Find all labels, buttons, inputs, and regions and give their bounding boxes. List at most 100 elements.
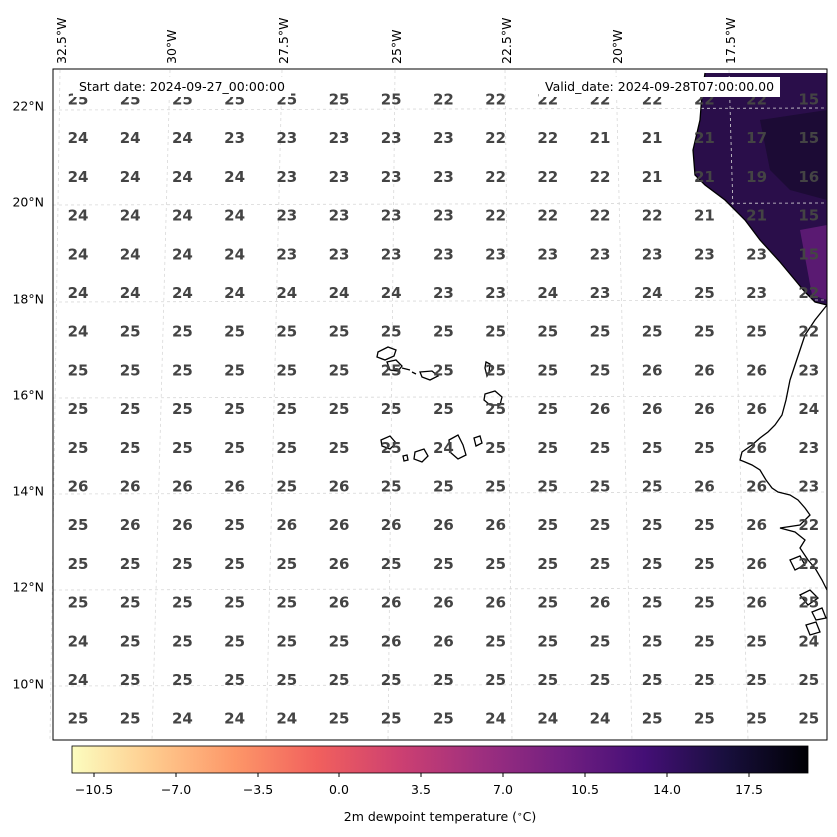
grid-value: 23 bbox=[276, 129, 297, 147]
grid-value: 23 bbox=[590, 245, 611, 263]
grid-value: 25 bbox=[537, 632, 558, 650]
grid-value: 26 bbox=[172, 478, 193, 496]
lon-label-27-5w: 27.5°W bbox=[276, 17, 291, 64]
grid-value: 23 bbox=[485, 245, 506, 263]
grid-value: 22 bbox=[485, 207, 506, 225]
grid-value: 25 bbox=[642, 555, 663, 573]
grid-value: 25 bbox=[433, 400, 454, 418]
grid-value: 26 bbox=[746, 439, 767, 457]
grid-value: 26 bbox=[642, 400, 663, 418]
grid-value: 26 bbox=[746, 361, 767, 379]
grid-value: 25 bbox=[276, 478, 297, 496]
lon-label-30w: 30°W bbox=[164, 29, 179, 64]
grid-value: 23 bbox=[381, 168, 402, 186]
grid-value: 25 bbox=[329, 323, 350, 341]
grid-value: 25 bbox=[224, 594, 245, 612]
grid-value: 25 bbox=[746, 710, 767, 728]
grid-value: 26 bbox=[381, 594, 402, 612]
grid-value: 25 bbox=[120, 632, 141, 650]
grid-value: 22 bbox=[485, 91, 506, 109]
grid-value: 22 bbox=[798, 516, 819, 534]
grid-value: 25 bbox=[276, 323, 297, 341]
grid-value: 25 bbox=[537, 555, 558, 573]
grid-value: 24 bbox=[120, 129, 141, 147]
grid-value: 17 bbox=[746, 129, 767, 147]
grid-value: 23 bbox=[746, 245, 767, 263]
grid-value: 25 bbox=[172, 323, 193, 341]
grid-value: 25 bbox=[590, 439, 611, 457]
grid-value: 24 bbox=[120, 284, 141, 302]
grid-value: 25 bbox=[120, 671, 141, 689]
grid-value: 22 bbox=[537, 207, 558, 225]
grid-value: 26 bbox=[590, 400, 611, 418]
grid-value: 21 bbox=[694, 129, 715, 147]
grid-value: 25 bbox=[590, 671, 611, 689]
grid-value: 25 bbox=[68, 439, 89, 457]
grid-value: 23 bbox=[224, 129, 245, 147]
grid-value: 24 bbox=[798, 400, 819, 418]
grid-value: 25 bbox=[537, 439, 558, 457]
grid-value: 24 bbox=[68, 129, 89, 147]
grid-value: 25 bbox=[642, 594, 663, 612]
grid-value: 26 bbox=[120, 516, 141, 534]
grid-value: 24 bbox=[68, 323, 89, 341]
grid-value: 24 bbox=[276, 284, 297, 302]
grid-value: 25 bbox=[276, 361, 297, 379]
grid-value: 24 bbox=[172, 710, 193, 728]
grid-value: 25 bbox=[329, 671, 350, 689]
lon-label-32-5w: 32.5°W bbox=[54, 17, 69, 64]
grid-value: 25 bbox=[68, 516, 89, 534]
grid-value: 25 bbox=[433, 671, 454, 689]
grid-value: 25 bbox=[329, 91, 350, 109]
colorbar-tick-label: 10.5 bbox=[571, 782, 599, 797]
grid-value: 24 bbox=[537, 710, 558, 728]
grid-value: 25 bbox=[276, 555, 297, 573]
grid-value: 24 bbox=[120, 245, 141, 263]
grid-value: 25 bbox=[642, 478, 663, 496]
grid-value: 25 bbox=[537, 323, 558, 341]
lon-label-25w: 25°W bbox=[389, 29, 404, 64]
grid-value: 26 bbox=[694, 478, 715, 496]
dewpoint-value-grid: 25 25 25 25 25 25 25 22 22 22 22 22 22 22 15 24 24 24 23 23… bbox=[68, 91, 820, 728]
grid-value: 25 bbox=[68, 400, 89, 418]
colorbar-tick-label: 3.5 bbox=[411, 782, 431, 797]
grid-value: 26 bbox=[433, 594, 454, 612]
grid-value: 25 bbox=[642, 710, 663, 728]
grid-value: 26 bbox=[746, 555, 767, 573]
grid-value: 26 bbox=[120, 478, 141, 496]
grid-value: 25 bbox=[329, 400, 350, 418]
grid-value: 25 bbox=[537, 516, 558, 534]
grid-value: 25 bbox=[120, 400, 141, 418]
grid-value: 25 bbox=[485, 323, 506, 341]
grid-value: 25 bbox=[694, 710, 715, 728]
grid-value: 23 bbox=[433, 168, 454, 186]
grid-value: 25 bbox=[120, 361, 141, 379]
grid-value: 25 bbox=[381, 361, 402, 379]
grid-value: 25 bbox=[433, 710, 454, 728]
grid-value: 25 bbox=[329, 632, 350, 650]
grid-value: 21 bbox=[694, 207, 715, 225]
grid-value: 24 bbox=[381, 284, 402, 302]
grid-value: 25 bbox=[381, 710, 402, 728]
grid-value: 25 bbox=[172, 594, 193, 612]
grid-value: 25 bbox=[694, 439, 715, 457]
grid-value: 25 bbox=[590, 478, 611, 496]
grid-value: 23 bbox=[329, 245, 350, 263]
grid-value: 25 bbox=[694, 632, 715, 650]
grid-value: 24 bbox=[172, 245, 193, 263]
grid-value: 25 bbox=[642, 439, 663, 457]
grid-value: 15 bbox=[798, 245, 819, 263]
grid-value: 25 bbox=[485, 632, 506, 650]
grid-value: 25 bbox=[642, 632, 663, 650]
lat-label-16n: 16°N bbox=[12, 387, 44, 403]
grid-value: 25 bbox=[381, 671, 402, 689]
grid-value: 23 bbox=[381, 245, 402, 263]
grid-value: 25 bbox=[276, 632, 297, 650]
grid-value: 22 bbox=[485, 168, 506, 186]
grid-value: 24 bbox=[485, 710, 506, 728]
grid-value: 23 bbox=[381, 207, 402, 225]
grid-value: 25 bbox=[694, 284, 715, 302]
grid-value: 25 bbox=[68, 594, 89, 612]
grid-value: 23 bbox=[642, 245, 663, 263]
grid-value: 23 bbox=[276, 207, 297, 225]
